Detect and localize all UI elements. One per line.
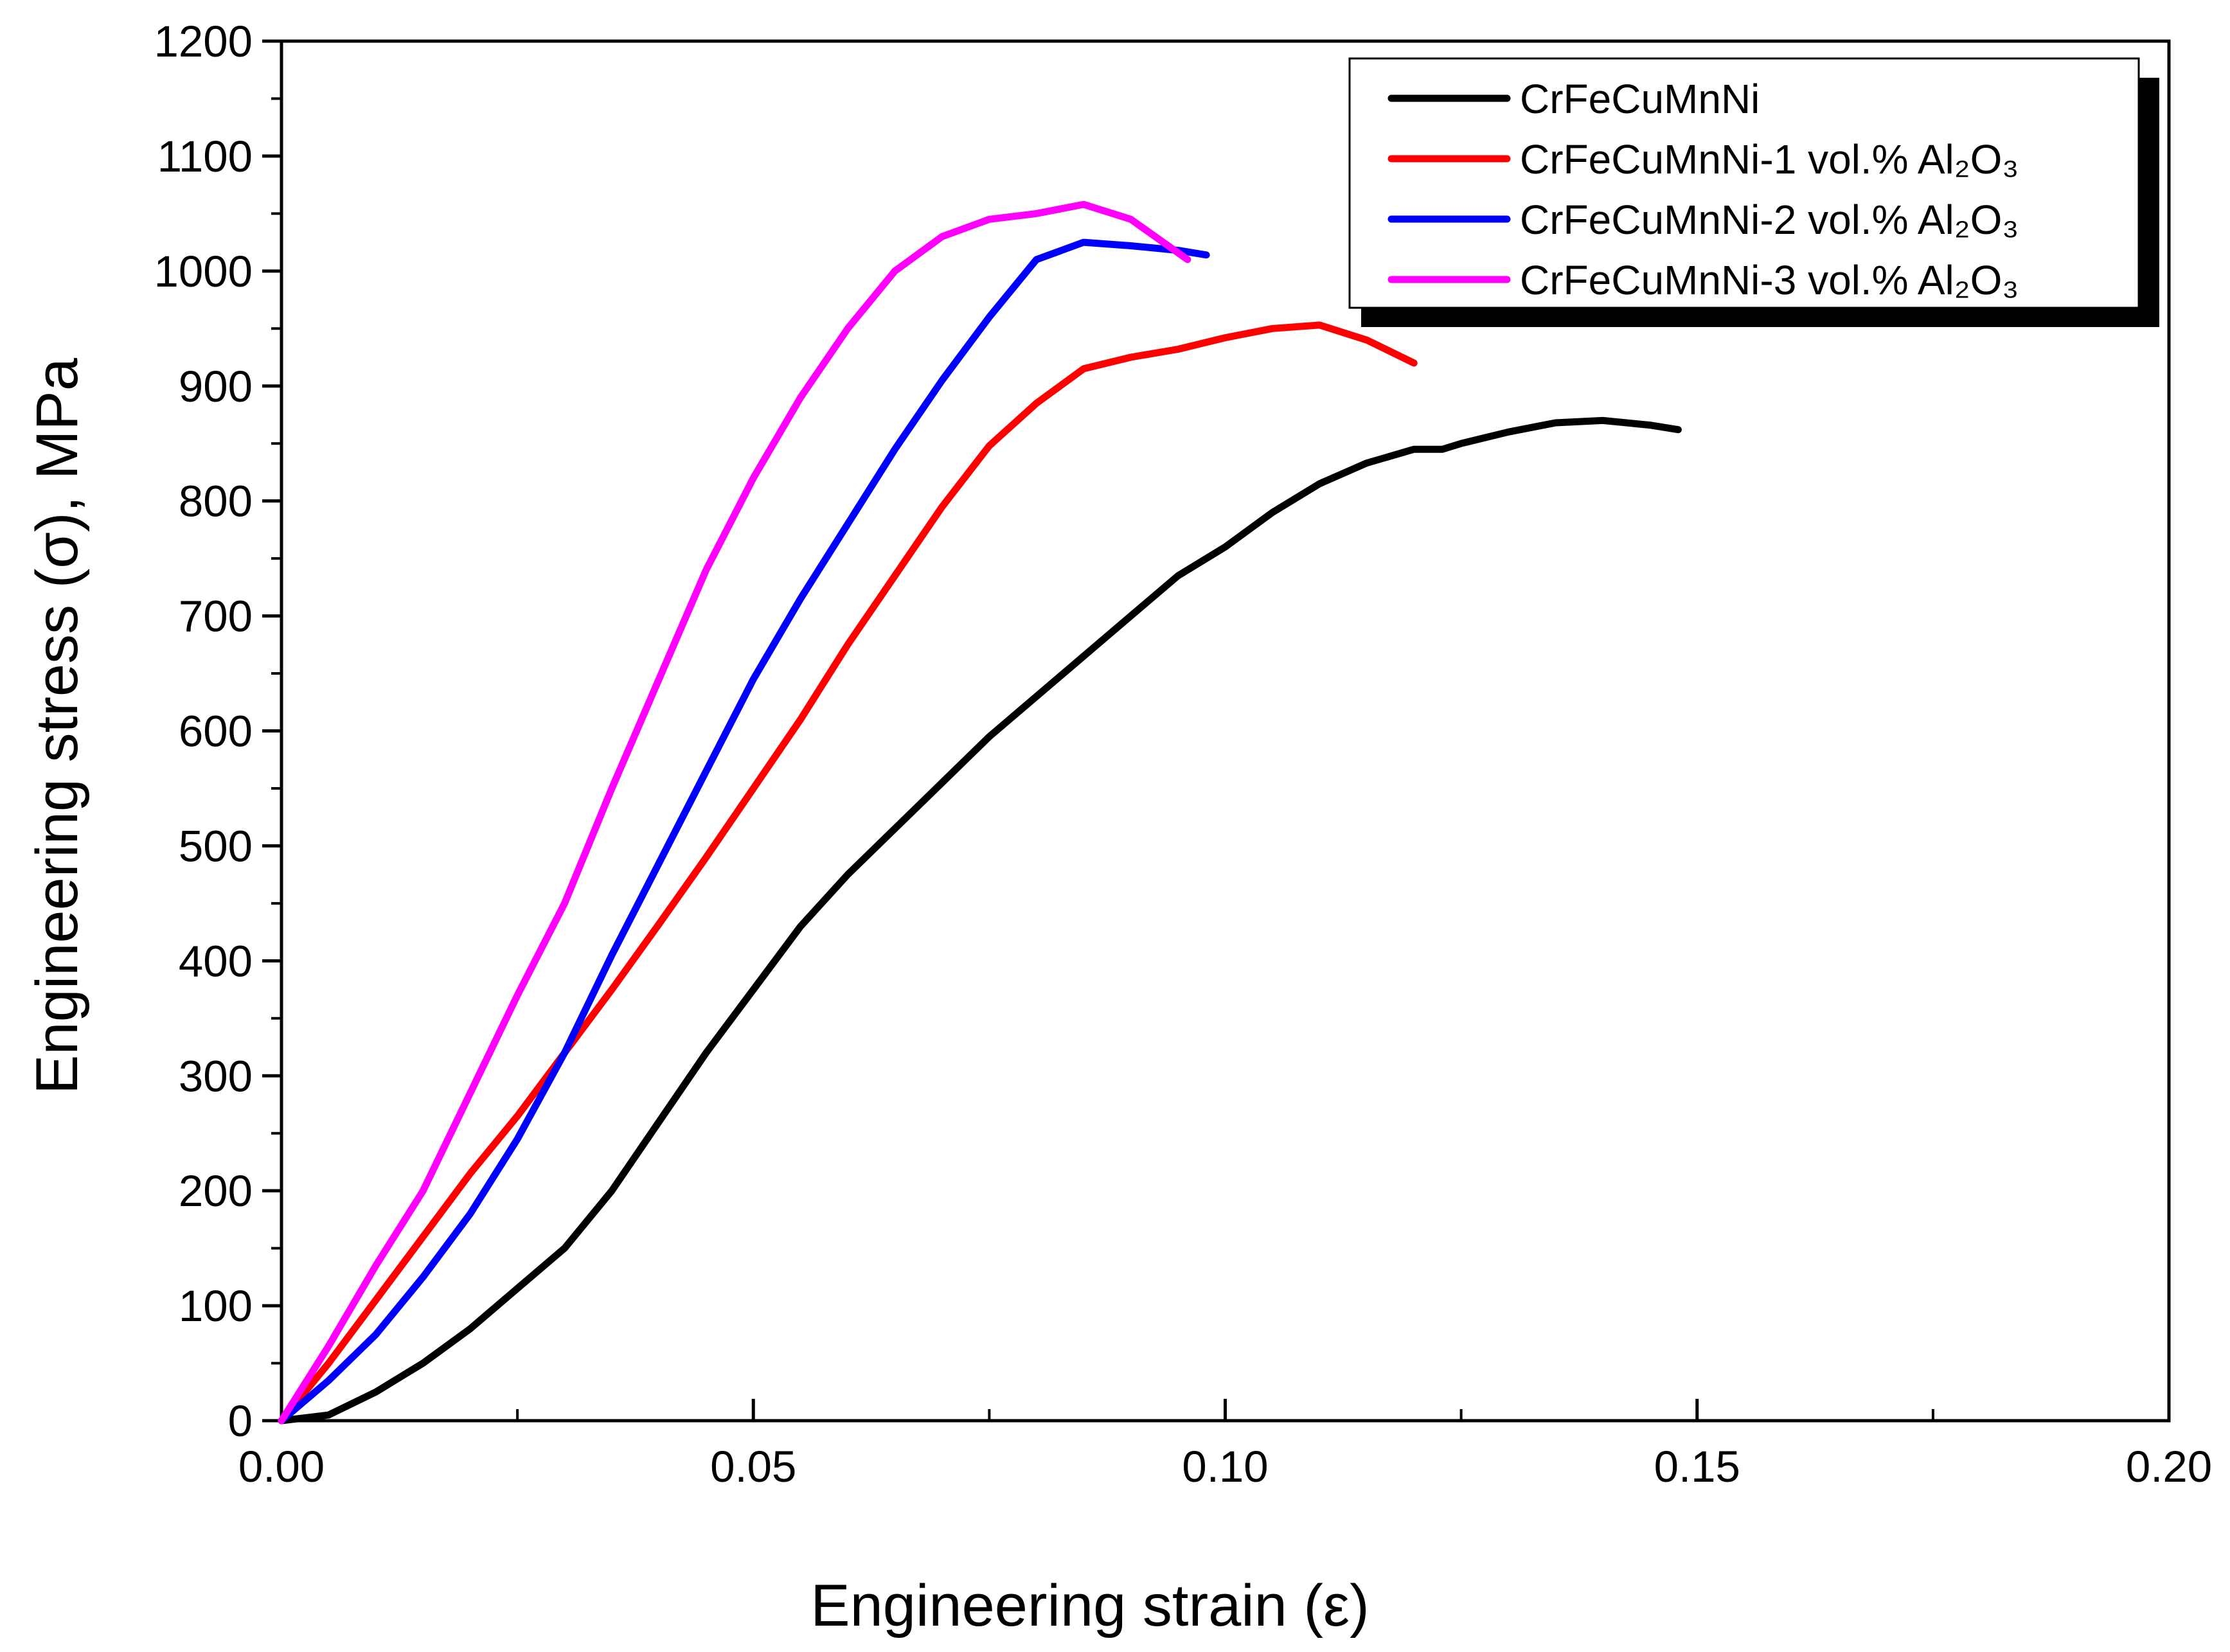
y-tick-label: 400 bbox=[179, 936, 253, 986]
series-line-2 bbox=[278, 321, 1418, 1425]
x-axis-title: Engineering strain (ε) bbox=[810, 1573, 1369, 1639]
x-axis-ticks: 0.00 0.05 0.10 0.15 0.20 bbox=[238, 1399, 2212, 1491]
x-tick-label: 0.20 bbox=[2126, 1442, 2212, 1491]
legend: CrFeCuMnNi CrFeCuMnNi-1 vol.% Al₂O₃ CrFeCu… bbox=[1348, 57, 2159, 327]
y-tick-label: 1100 bbox=[157, 132, 253, 181]
y-tick-label: 800 bbox=[179, 477, 253, 526]
y-tick-label: 1000 bbox=[154, 247, 253, 296]
legend-label-3: CrFeCuMnNi-2 vol.% Al₂O₃ bbox=[1520, 197, 2019, 243]
y-tick-label: 900 bbox=[179, 362, 253, 411]
series-layer bbox=[278, 200, 1682, 1425]
y-tick-label: 500 bbox=[179, 821, 253, 871]
legend-label-1: CrFeCuMnNi bbox=[1520, 76, 1760, 122]
y-axis-ticks: 0 100 200 300 400 500 600 700 800 900 1000 1100 1200 bbox=[154, 17, 281, 1446]
y-tick-label: 100 bbox=[179, 1281, 253, 1331]
series-line-1 bbox=[278, 416, 1682, 1425]
legend-box bbox=[1348, 57, 2140, 309]
x-tick-label: 0.10 bbox=[1182, 1442, 1268, 1491]
x-tick-label: 0.00 bbox=[238, 1442, 325, 1491]
y-tick-label: 0 bbox=[228, 1396, 253, 1446]
series-line-4 bbox=[278, 200, 1191, 1425]
y-axis-title: Engineering stress (σ), MPa bbox=[24, 357, 90, 1094]
y-tick-label: 300 bbox=[179, 1051, 253, 1101]
x-tick-label: 0.05 bbox=[710, 1442, 796, 1491]
series-line-3 bbox=[278, 238, 1210, 1425]
legend-label-4: CrFeCuMnNi-3 vol.% Al₂O₃ bbox=[1520, 257, 2019, 303]
y-tick-label: 200 bbox=[179, 1166, 253, 1216]
y-tick-label: 1200 bbox=[154, 17, 253, 66]
y-tick-label: 600 bbox=[179, 707, 253, 756]
legend-label-2: CrFeCuMnNi-1 vol.% Al₂O₃ bbox=[1520, 136, 2019, 182]
x-tick-label: 0.15 bbox=[1654, 1442, 1740, 1491]
y-tick-label: 700 bbox=[179, 592, 253, 641]
